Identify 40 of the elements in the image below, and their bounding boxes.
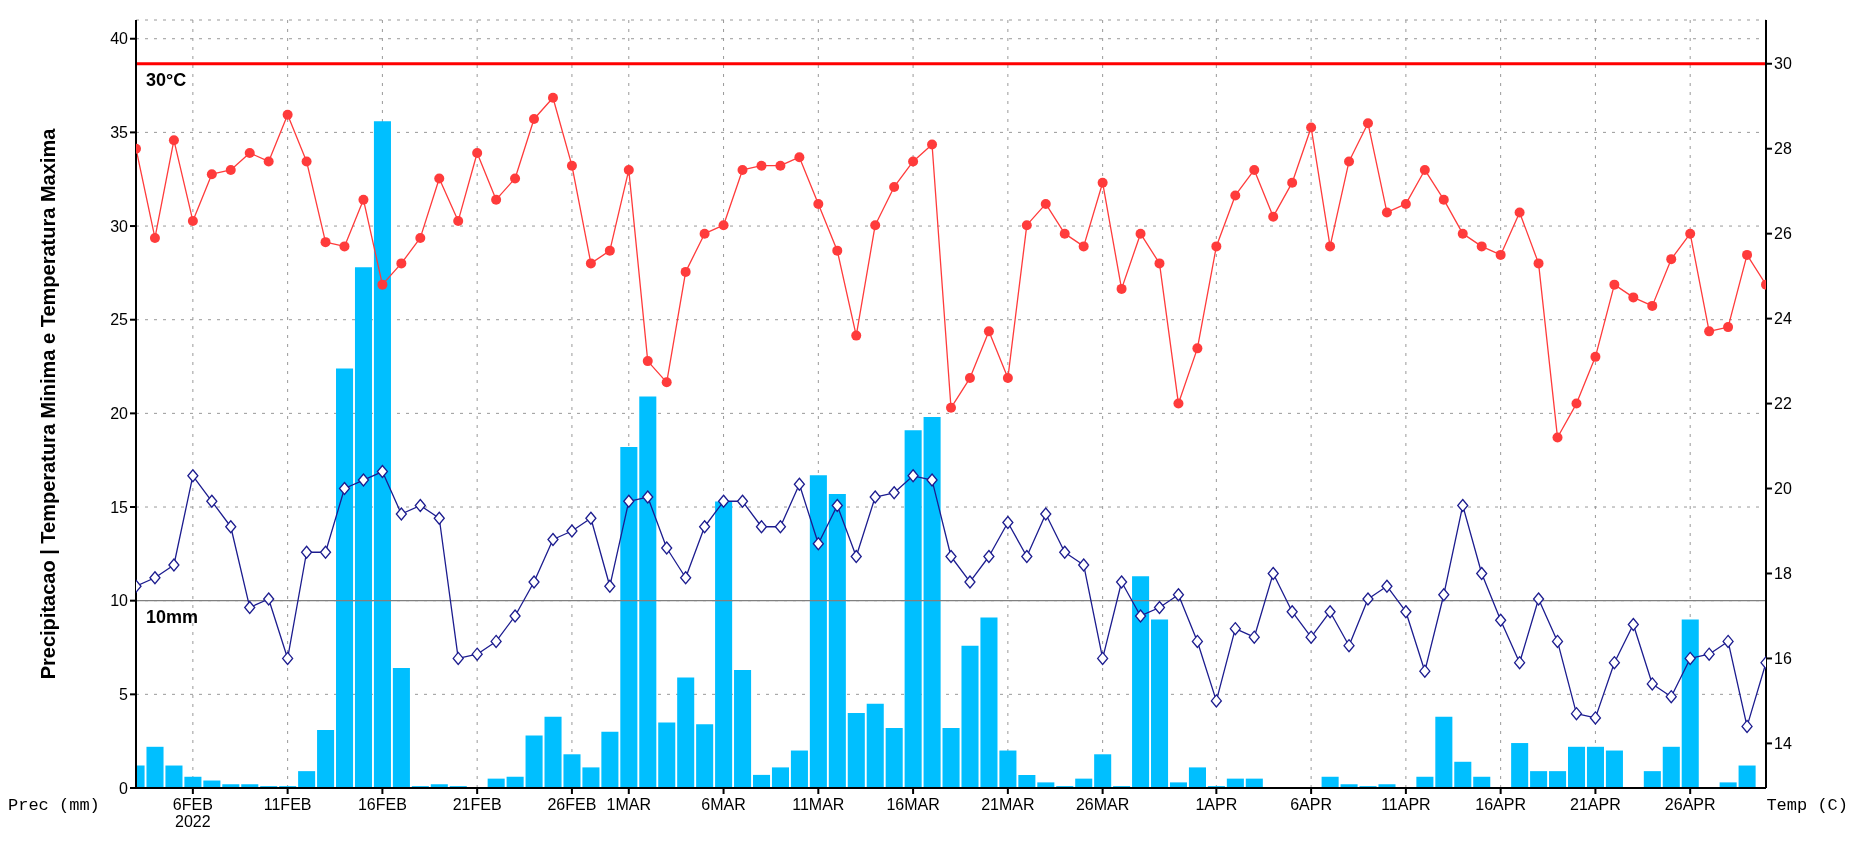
x-tick-label: 21FEB xyxy=(452,796,502,813)
y2-tick-label: 26 xyxy=(1774,225,1792,243)
x-tick-label: 6APR xyxy=(1290,796,1333,813)
text: Prec (mm) xyxy=(8,796,100,815)
x-tick-label: 11FEB xyxy=(263,796,312,813)
x-tick-label: 11MAR xyxy=(792,796,845,813)
y2-tick-label: 18 xyxy=(1774,565,1792,583)
y-tick-label: 10 xyxy=(110,592,129,610)
y-tick-label: 15 xyxy=(110,498,129,516)
x-tick-label: 16MAR xyxy=(886,796,940,813)
y-tick-label: 40 xyxy=(110,30,129,48)
y2-tick-label: 14 xyxy=(1774,735,1792,753)
y-tick-label: 0 xyxy=(119,779,129,797)
y2-tick-label: 24 xyxy=(1774,310,1792,328)
ref-line-label: 10mm xyxy=(146,606,199,627)
x-tick-label: 21MAR xyxy=(981,796,1035,813)
x-tick-label: 6MAR xyxy=(701,796,746,813)
x-tick-label: 1APR xyxy=(1195,796,1238,813)
y-axis-title: Precipitacao | Temperatura Minima e Temperatura Maxima xyxy=(36,128,60,680)
y2-axis-title: Temp (C) xyxy=(1766,796,1848,815)
x-tick-label: 6FEB 2022 xyxy=(172,796,213,830)
y-tick-label: 35 xyxy=(110,124,129,142)
y2-tick-label: 28 xyxy=(1774,140,1792,158)
x-tick-label: 1MAR xyxy=(606,796,652,813)
y-tick-label: 5 xyxy=(119,686,129,704)
x-tick-label: 16FEB xyxy=(357,796,407,813)
x-tick-label: 16APR xyxy=(1475,796,1526,813)
y2-tick-label: 20 xyxy=(1774,480,1792,498)
y2-tick-label: 22 xyxy=(1774,395,1792,413)
x-tick-label: 21APR xyxy=(1570,796,1621,813)
y-tick-label: 30 xyxy=(110,217,129,235)
x-tick-label: 26MAR xyxy=(1075,796,1130,813)
y2-tick-label: 16 xyxy=(1774,650,1792,668)
y2-tick-label: 30 xyxy=(1774,55,1792,73)
x-tick-label: 26FEB xyxy=(547,796,597,813)
y-tick-label: 25 xyxy=(110,311,129,329)
x-tick-label: 26APR xyxy=(1664,796,1716,813)
x-tick-label: 11APR xyxy=(1381,796,1431,813)
ref-line-label: 30°C xyxy=(146,69,187,90)
y-tick-label: 20 xyxy=(110,405,129,423)
